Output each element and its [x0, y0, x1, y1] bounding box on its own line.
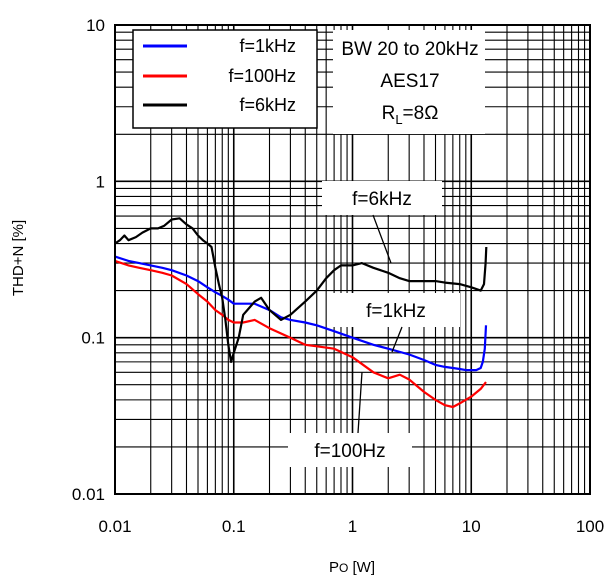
annotation-6khz-label: f=6kHz — [352, 189, 412, 210]
annotation-6khz-box — [322, 181, 442, 215]
x-axis-label: PO [W] — [329, 559, 375, 576]
x-tick-label: 1 — [348, 517, 357, 536]
y-tick-label: 10 — [86, 16, 105, 35]
y-tick-label: 1 — [96, 172, 105, 191]
y-tick-label: 0.1 — [81, 329, 105, 348]
annotation-100hz-box — [288, 433, 412, 467]
annotation-1khz: f=1kHz — [332, 293, 460, 353]
conditions-background — [333, 30, 485, 134]
plot-frame — [114, 24, 591, 495]
x-tick-label: 100 — [576, 517, 604, 536]
condition-load-main: R — [382, 103, 396, 124]
x-tick-label: 0.1 — [222, 517, 246, 536]
x-axis-label-main: P — [329, 559, 339, 576]
legend-label-1khz: f=1kHz — [239, 36, 296, 56]
condition-load-rest: =8Ω — [403, 103, 439, 124]
annotation-1khz-label: f=1kHz — [366, 301, 426, 322]
series-layer — [114, 217, 488, 409]
y-tick-label: 0.01 — [72, 485, 105, 504]
annotation-100hz-leader — [357, 371, 363, 434]
x-tick-label: 10 — [462, 517, 481, 536]
annotation-1khz-box — [332, 293, 460, 327]
condition-load-sub: L — [395, 112, 402, 127]
legend-label-100hz: f=100Hz — [228, 66, 296, 86]
series-line-f-1khz — [114, 255, 488, 372]
condition-standard: AES17 — [380, 71, 439, 92]
conditions-box: BW 20 to 20kHz AES17 RL=8Ω — [333, 30, 485, 134]
annotation-100hz-label: f=100Hz — [314, 441, 385, 462]
x-axis-label-sub: O — [339, 561, 348, 575]
condition-load: RL=8Ω — [382, 103, 439, 127]
x-tick-label: 0.01 — [98, 517, 131, 536]
annotation-1khz-leader — [391, 326, 403, 353]
y-axis-label: THD+N [%] — [10, 220, 27, 296]
legend: f=1kHz f=100Hz f=6kHz — [132, 29, 318, 129]
annotation-100hz: f=100Hz — [288, 371, 412, 467]
series-line-f-6khz — [114, 217, 488, 363]
series-line-f-100hz — [114, 259, 487, 409]
annotation-6khz-leader — [372, 214, 392, 264]
annotation-6khz: f=6kHz — [322, 181, 442, 264]
x-axis-label-unit: [W] — [348, 559, 375, 576]
condition-bandwidth: BW 20 to 20kHz — [341, 39, 478, 60]
legend-label-6khz: f=6kHz — [239, 95, 296, 115]
tick-labels: 0.01 0.1 1 10 100 0.01 0.1 1 10 — [72, 16, 604, 536]
